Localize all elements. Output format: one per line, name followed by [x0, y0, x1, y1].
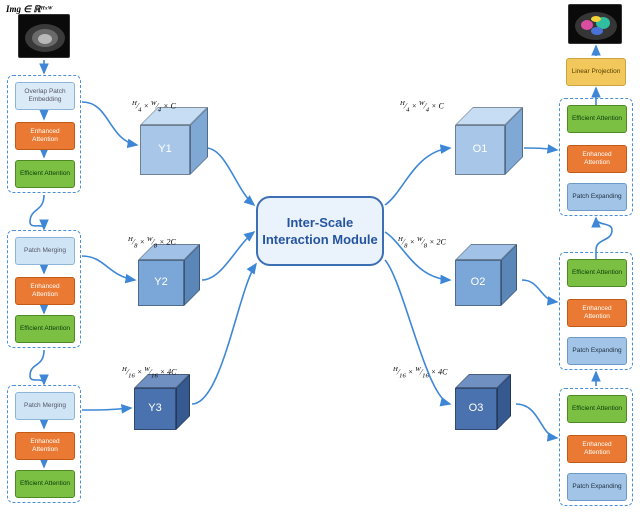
dim-label-O1: H⁄4 × W⁄4 × C — [400, 100, 444, 113]
linear-projection-block: Linear Projection — [566, 58, 626, 86]
input-image — [18, 14, 70, 58]
dim-label-O3: H⁄16 × W⁄16 × 4C — [393, 366, 448, 379]
efficient-block: Efficient Attention — [567, 395, 627, 423]
efficient-block: Efficient Attention — [567, 105, 627, 133]
efficient-label: Efficient Attention — [572, 405, 622, 413]
efficient-block: Efficient Attention — [15, 315, 75, 343]
right-stage-group: Efficient Attention Enhanced Attention Pat… — [559, 388, 633, 506]
expand-block: Patch Expanding — [567, 337, 627, 365]
cube-label-O1: O1 — [455, 143, 505, 155]
center-module-label: Inter-Scale Interaction Module — [258, 214, 382, 248]
linear-projection-label: Linear Projection — [572, 68, 621, 76]
enhanced-block: Enhanced Attention — [567, 299, 627, 327]
left-stage-group: Patch Merging Enhanced Attention Efficient… — [7, 385, 81, 503]
efficient-label: Efficient Attention — [20, 170, 70, 178]
expand-label: Patch Expanding — [572, 483, 621, 491]
cube-label-Y3: Y3 — [134, 402, 176, 414]
embed-block: Overlap Patch Embedding — [15, 82, 75, 110]
enhanced-block: Enhanced Attention — [15, 122, 75, 150]
efficient-label: Efficient Attention — [572, 115, 622, 123]
merge-block: Patch Merging — [15, 237, 75, 265]
enhanced-label: Enhanced Attention — [570, 305, 624, 321]
expand-block: Patch Expanding — [567, 473, 627, 501]
efficient-label: Efficient Attention — [20, 480, 70, 488]
dim-label-Y2: H⁄8 × W⁄8 × 2C — [128, 236, 176, 249]
enhanced-block: Enhanced Attention — [567, 435, 627, 463]
merge-block: Patch Merging — [15, 392, 75, 420]
diagram-canvas: Img ∈ ℝᴴˣᵂ Linear Projection — [0, 0, 640, 515]
enhanced-block: Enhanced Attention — [15, 432, 75, 460]
merge-label: Patch Merging — [24, 247, 66, 255]
left-stage-group: Overlap Patch Embedding Enhanced Attentio… — [7, 75, 81, 193]
cube-label-O2: O2 — [455, 276, 501, 288]
efficient-label: Efficient Attention — [20, 325, 70, 333]
efficient-block: Efficient Attention — [15, 470, 75, 498]
efficient-block: Efficient Attention — [15, 160, 75, 188]
enhanced-block: Enhanced Attention — [15, 277, 75, 305]
left-stage-group: Patch Merging Enhanced Attention Efficient… — [7, 230, 81, 348]
efficient-label: Efficient Attention — [572, 269, 622, 277]
efficient-block: Efficient Attention — [567, 259, 627, 287]
merge-label: Patch Merging — [24, 402, 66, 410]
enhanced-block: Enhanced Attention — [567, 145, 627, 173]
expand-block: Patch Expanding — [567, 183, 627, 211]
enhanced-label: Enhanced Attention — [570, 441, 624, 457]
output-image — [568, 4, 622, 44]
cube-label-Y1: Y1 — [140, 143, 190, 155]
dim-label-Y1: H⁄4 × W⁄4 × C — [132, 100, 176, 113]
enhanced-label: Enhanced Attention — [18, 283, 72, 299]
dim-label-O2: H⁄8 × W⁄8 × 2C — [398, 236, 446, 249]
right-stage-group: Efficient Attention Enhanced Attention Pat… — [559, 252, 633, 370]
cube-label-Y2: Y2 — [138, 276, 184, 288]
cube-label-O3: O3 — [455, 402, 497, 414]
enhanced-label: Enhanced Attention — [18, 438, 72, 454]
center-module: Inter-Scale Interaction Module — [256, 196, 384, 266]
right-stage-group: Efficient Attention Enhanced Attention Pat… — [559, 98, 633, 216]
expand-label: Patch Expanding — [572, 193, 621, 201]
enhanced-label: Enhanced Attention — [570, 151, 624, 167]
enhanced-label: Enhanced Attention — [18, 128, 72, 144]
dim-label-Y3: H⁄16 × W⁄16 × 4C — [122, 366, 177, 379]
expand-label: Patch Expanding — [572, 347, 621, 355]
embed-label: Overlap Patch Embedding — [18, 88, 72, 104]
